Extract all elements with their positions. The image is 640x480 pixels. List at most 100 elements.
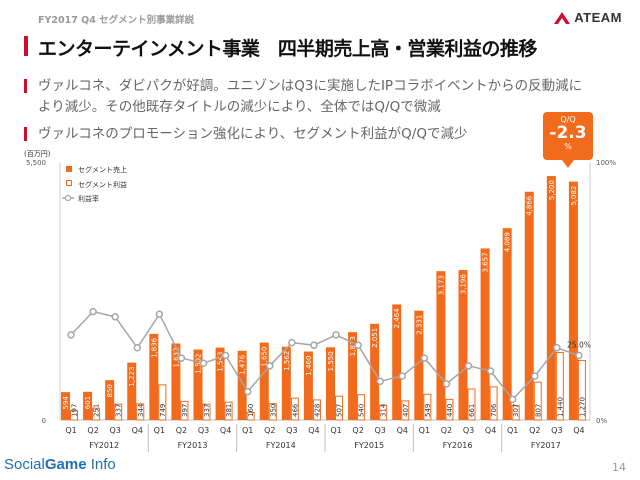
profit-bar xyxy=(180,400,189,421)
margin-point xyxy=(266,362,274,370)
sales-bar xyxy=(546,176,556,420)
profit-data-label: 350 xyxy=(269,404,277,417)
x-tick-label: Q3 xyxy=(286,426,297,435)
sales-data-label: 3,173 xyxy=(437,275,445,295)
legend-label: 利益率 xyxy=(78,194,99,203)
sales-data-label: 850 xyxy=(106,384,114,397)
sales-bar xyxy=(193,349,203,420)
sales-bar xyxy=(392,304,402,420)
x-tick-label: Q1 xyxy=(242,426,253,435)
x-tick-label: Q4 xyxy=(573,426,584,435)
legend-label: セグメント利益 xyxy=(78,180,127,189)
sales-bar xyxy=(237,350,247,420)
source-logo-part: Game xyxy=(44,456,87,473)
sales-bar xyxy=(436,271,446,420)
profit-data-label: 507 xyxy=(336,404,344,417)
y2-tick-label: 100% xyxy=(596,159,616,167)
fiscal-year-label: FY2012 xyxy=(89,441,119,450)
x-tick-label: Q4 xyxy=(397,426,408,435)
sales-bar xyxy=(105,380,115,420)
fiscal-year-label: FY2015 xyxy=(354,441,384,450)
sales-bar xyxy=(480,248,490,420)
x-tick-label: Q1 xyxy=(330,426,341,435)
margin-point xyxy=(464,362,473,370)
sales-bar xyxy=(348,332,358,420)
profit-data-label: 1,440 xyxy=(556,397,564,417)
margin-point xyxy=(243,387,252,396)
margin-point xyxy=(376,377,384,386)
profit-data-label: 440 xyxy=(446,404,454,417)
profit-bar xyxy=(511,405,520,421)
profit-bar xyxy=(423,393,432,421)
profit-bar xyxy=(312,399,321,421)
profit-bar xyxy=(357,394,366,421)
sales-data-label: 1,502 xyxy=(195,354,203,374)
profit-bar xyxy=(489,386,498,421)
profit-data-label: 706 xyxy=(490,403,498,417)
sales-bar xyxy=(524,191,534,420)
breadcrumb: FY2017 Q4 セグメント別事業詳説 xyxy=(38,15,195,26)
x-tick-label: Q1 xyxy=(507,426,518,435)
profit-data-label: 381 xyxy=(225,404,233,417)
profit-data-label: 466 xyxy=(291,403,299,417)
x-tick-label: Q1 xyxy=(154,426,165,435)
sales-data-label: 3,657 xyxy=(482,252,490,272)
sales-bar xyxy=(149,333,159,420)
margin-point xyxy=(155,310,164,318)
x-tick-label: Q3 xyxy=(198,426,209,435)
sales-data-label: 2,051 xyxy=(371,328,379,348)
bullet-marker xyxy=(24,127,27,141)
profit-data-label: 749 xyxy=(159,404,167,417)
margin-point xyxy=(310,341,318,349)
fiscal-year-label: FY2017 xyxy=(531,441,561,450)
fiscal-year-label: FY2016 xyxy=(443,441,473,450)
profit-data-label: 807 xyxy=(534,404,542,417)
margin-point xyxy=(89,307,97,316)
profit-data-label: 337 xyxy=(115,404,123,417)
x-tick-label: Q2 xyxy=(441,426,452,435)
profit-bar xyxy=(290,397,299,421)
sales-data-label: 2,464 xyxy=(393,308,401,329)
profit-bar xyxy=(114,403,123,421)
sales-bar xyxy=(61,392,70,420)
logo-text: ATEAM xyxy=(574,10,622,25)
profit-data-label: 549 xyxy=(424,404,432,417)
margin-point xyxy=(199,359,208,367)
sales-bar xyxy=(83,391,93,420)
fiscal-year-label: FY2013 xyxy=(178,441,208,450)
profit-data-label: 337 xyxy=(203,404,211,417)
margin-point xyxy=(575,351,583,360)
y-tick-label: 0 xyxy=(42,417,46,425)
sales-bar xyxy=(303,351,313,420)
y-tick-label: 5,500 xyxy=(26,159,46,167)
badge-label: Q/Q xyxy=(560,115,576,124)
legend-swatch-sales xyxy=(66,166,72,172)
profit-data-label: 307 xyxy=(512,404,520,417)
profit-bar xyxy=(70,410,78,421)
x-tick-label: Q2 xyxy=(352,426,363,435)
profit-bar xyxy=(401,400,410,421)
x-tick-label: Q2 xyxy=(87,426,98,435)
sales-bar xyxy=(326,347,335,420)
sales-data-label: 4,089 xyxy=(504,232,512,252)
sales-data-label: 5,082 xyxy=(570,186,578,206)
profit-data-label: 661 xyxy=(468,404,476,417)
sales-bar xyxy=(414,310,424,420)
x-tick-label: Q4 xyxy=(485,426,496,435)
sales-data-label: 4,866 xyxy=(526,195,534,216)
profit-bar xyxy=(533,381,542,421)
x-tick-label: Q3 xyxy=(551,426,562,435)
sales-data-label: 1,873 xyxy=(349,336,357,356)
bullet-text: ヴァルコネのプロモーション強化により、セグメント利益がQ/Qで減少 xyxy=(38,126,468,142)
sales-data-label: 1,650 xyxy=(261,347,269,367)
source-logo-part: Info xyxy=(86,456,116,473)
legend-label: セグメント売上 xyxy=(78,165,127,174)
x-tick-label: Q2 xyxy=(176,426,187,435)
profit-bar xyxy=(158,384,167,421)
sales-bar xyxy=(171,343,181,420)
bullet-1: ヴァルコネ、ダビパクが好調。ユニゾンはQ3に実施したIPコラボイベントからの反動… xyxy=(24,76,584,118)
x-tick-label: Q3 xyxy=(375,426,386,435)
profit-data-label: 344 xyxy=(137,403,145,417)
sales-bar xyxy=(281,346,291,420)
